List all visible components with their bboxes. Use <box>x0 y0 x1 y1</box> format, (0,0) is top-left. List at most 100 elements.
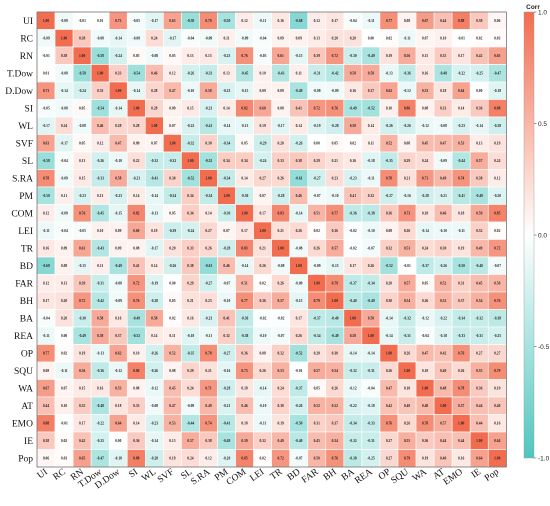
cell-value-label: 0.64 <box>494 439 500 443</box>
cell-value-label: -0.52 <box>295 352 303 356</box>
cell-value-label: 0.17 <box>259 212 265 216</box>
cell-value-label: 0.41 <box>296 107 302 111</box>
cell-value-label: -0.49 <box>78 334 86 338</box>
cell-value-label: -0.13 <box>96 352 104 356</box>
cell-value-label: 1.00 <box>314 282 320 286</box>
cell-value-label: 0.02 <box>314 229 320 233</box>
cell-value-label: -0.01 <box>60 422 68 426</box>
cell-value-label: -0.04 <box>421 334 429 338</box>
cell-value-label: -0.11 <box>60 369 67 373</box>
cell-value-label: 0.29 <box>314 159 320 163</box>
cell-value-label: -0.12 <box>421 317 429 321</box>
cell-value-label: -0.44 <box>457 159 465 163</box>
cell-value-label: -0.11 <box>458 229 465 233</box>
cell-value-label: -0.15 <box>331 264 339 268</box>
cell-value-label: -0.28 <box>331 124 339 128</box>
cell-value-label: -0.26 <box>96 159 104 163</box>
cell-value-label: 0.73 <box>404 212 410 216</box>
row-label: T.Dow <box>7 70 33 80</box>
cell-value-label: -0.24 <box>187 229 195 233</box>
cell-value-label: 0.21 <box>332 159 338 163</box>
cell-value-label: 0.52 <box>440 282 446 286</box>
cell-value-label: -0.11 <box>367 177 374 181</box>
cell-value-label: 0.06 <box>43 457 49 461</box>
cell-value-label: 0.11 <box>169 334 175 338</box>
cell-value-label: 0.88 <box>458 19 464 23</box>
cell-value-label: 0.12 <box>43 212 49 216</box>
cell-value-label: 0.11 <box>97 264 103 268</box>
cell-value-label: 0.18 <box>440 89 446 93</box>
cell-value-label: -0.23 <box>223 54 231 58</box>
cell-value-label: 0.15 <box>422 54 428 58</box>
cell-value-label: 0.44 <box>440 19 446 23</box>
cell-value-label: 0.64 <box>458 89 464 93</box>
cell-value-label: 0.78 <box>422 422 428 426</box>
cell-value-label: -0.10 <box>439 229 447 233</box>
cell-value-label: -0.45 <box>241 72 249 76</box>
cell-value-label: 0.52 <box>386 142 392 146</box>
cell-value-label: 0.12 <box>169 72 175 76</box>
cell-value-label: 0.02 <box>169 317 175 321</box>
cell-value-label: 0.38 <box>476 177 482 181</box>
cell-value-label: -0.05 <box>133 19 141 23</box>
cell-value-label: -0.02 <box>259 317 267 321</box>
cell-value-label: 1.00 <box>133 107 139 111</box>
cell-value-label: -0.68 <box>42 264 50 268</box>
cell-value-label: -0.04 <box>187 37 195 41</box>
cell-value-label: 0.86 <box>133 369 139 373</box>
cell-value-label: 0.14 <box>133 194 139 198</box>
cell-value-label: 0.72 <box>133 282 139 286</box>
cell-value-label: 0.03 <box>494 37 500 41</box>
cell-value-label: 0.36 <box>476 107 482 111</box>
cell-value-label: 0.14 <box>458 107 464 111</box>
cell-value-label: 0.27 <box>494 352 500 356</box>
cell-value-label: 0.50 <box>314 457 320 461</box>
cell-value-label: 0.05 <box>241 142 247 146</box>
cell-value-label: 0.14 <box>205 212 211 216</box>
cell-value-label: -0.08 <box>60 107 68 111</box>
cell-value-label: 0.18 <box>241 387 247 391</box>
cell-value-label: -0.05 <box>78 229 86 233</box>
cell-value-label: -0.32 <box>187 142 195 146</box>
cell-value-label: -0.05 <box>42 107 50 111</box>
cell-value-label: -0.27 <box>385 194 393 198</box>
cell-value-label: 0.09 <box>259 89 265 93</box>
cell-value-label: 0.17 <box>350 264 356 268</box>
cell-value-label: -0.23 <box>78 194 86 198</box>
cell-value-label: 0.16 <box>97 387 103 391</box>
cell-value-label: -0.26 <box>169 264 177 268</box>
cell-value-label: 0.57 <box>458 404 464 408</box>
cell-value-label: -0.07 <box>277 334 285 338</box>
cell-value-label: 0.08 <box>169 369 175 373</box>
cell-value-label: -0.09 <box>295 282 303 286</box>
cell-value-label: 0.39 <box>314 54 320 58</box>
cell-value-label: 0.13 <box>223 72 229 76</box>
cell-value-label: 1.00 <box>278 247 284 251</box>
cell-value-label: -0.36 <box>96 369 104 373</box>
cell-value-label: -0.09 <box>187 404 195 408</box>
cell-value-label: 0.37 <box>368 89 374 93</box>
cell-value-label: 0.46 <box>241 404 247 408</box>
cell-value-label: 0.06 <box>494 19 500 23</box>
cell-value-label: -0.14 <box>151 194 159 198</box>
cell-value-label: -0.26 <box>295 404 303 408</box>
cell-value-label: 0.18 <box>422 212 428 216</box>
cell-value-label: 0.32 <box>476 229 482 233</box>
cell-value-label: -0.26 <box>385 124 393 128</box>
cell-value-label: -0.34 <box>169 194 177 198</box>
cell-value-label: 0.53 <box>422 89 428 93</box>
cell-value-label: 0.46 <box>296 194 302 198</box>
cell-value-label: 0.16 <box>278 19 284 23</box>
cell-value-label: 0.01 <box>43 72 49 76</box>
cell-value-label: 0.02 <box>350 142 356 146</box>
cell-value-label: -0.28 <box>494 124 502 128</box>
cell-value-label: 0.32 <box>278 352 284 356</box>
cell-value-label: -0.09 <box>313 264 321 268</box>
cell-value-label: -0.36 <box>349 212 357 216</box>
cell-value-label: -0.09 <box>439 159 447 163</box>
cell-value-label: 0.42 <box>476 54 482 58</box>
cell-value-label: 0.88 <box>494 107 500 111</box>
cell-value-label: 0.12 <box>205 457 211 461</box>
cell-value-label: 0.57 <box>440 422 446 426</box>
cell-value-label: 0.14 <box>241 177 247 181</box>
